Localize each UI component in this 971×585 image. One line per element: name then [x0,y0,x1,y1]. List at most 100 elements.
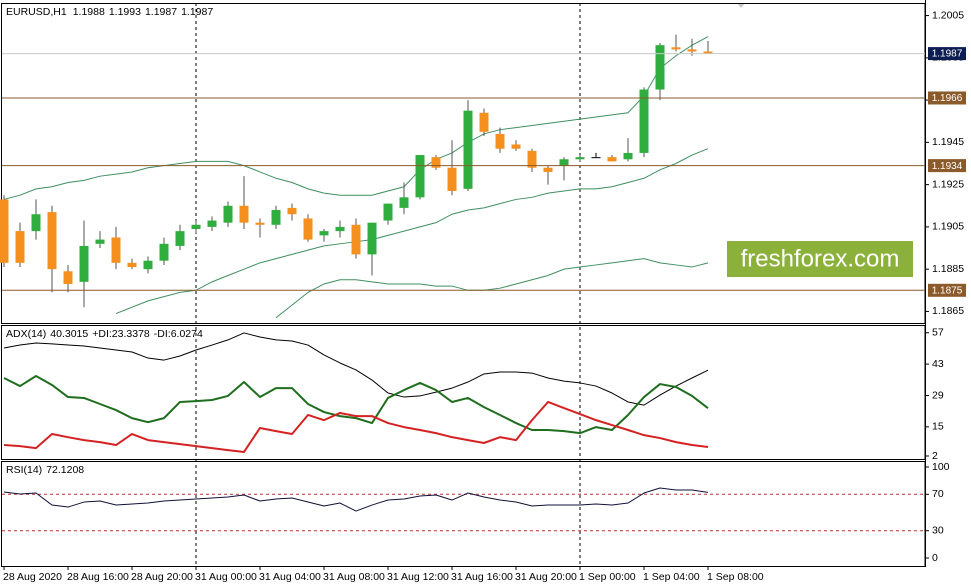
candle-body [95,239,105,244]
candle-body [383,203,393,221]
level-label-box [928,159,966,173]
x-tick-label: 31 Aug 12:00 [387,571,449,583]
candle-body [687,49,697,52]
y-tick-label: 1.1865 [932,305,964,317]
y-tick-label: 57 [932,327,944,339]
chart-title: EURUSD,H1 [6,6,67,18]
x-tick-label: 31 Aug 08:00 [323,571,385,583]
price-label-box [928,47,966,61]
y-tick-label: 70 [932,488,944,500]
ohlc-high: 1.1993 [109,6,141,18]
y-tick-label: 43 [932,358,944,370]
candle-body [351,224,361,255]
candle-body [207,220,217,227]
candle-body [15,231,25,263]
candle-body [399,197,409,208]
level-label: 1.1966 [932,93,963,104]
y-tick-label: 1.1885 [932,263,964,275]
ohlc-low: 1.1987 [145,6,177,18]
x-tick-label: 1 Sep 04:00 [643,571,700,583]
candle-body [527,150,537,168]
candle-body [367,222,377,255]
candle-body [575,157,585,160]
shift-marker [737,3,745,8]
candle-body [431,157,441,168]
candle-body [0,199,9,263]
candle-body [159,243,169,261]
legend-name: +DI: [92,328,112,340]
y-tick-label: 1.1905 [932,221,964,233]
level-label-box [928,91,966,105]
candle-body [143,260,153,270]
candle-body [271,209,281,225]
candle-body [239,205,249,223]
candle-body [223,205,233,223]
x-tick-label: 31 Aug 00:00 [195,571,257,583]
legend-name: ADX(14) [6,328,46,340]
candle-body [127,262,137,268]
legend-value: 23.3378 [112,328,150,340]
price-label: 1.1987 [932,49,963,60]
candle-body [335,226,345,232]
level-label: 1.1934 [932,161,963,172]
candle-body [703,51,713,54]
candle-body [303,218,313,240]
indicator-line [3,487,709,512]
legend-name: RSI(14) [6,464,42,476]
ohlc-close: 1.1987 [181,6,213,18]
watermark-text: freshforex.com [741,245,900,272]
bollinger-band [115,148,709,315]
legend-value: 72.1208 [46,464,84,476]
x-tick-label: 28 Aug 20:00 [131,571,193,583]
candle-body [447,167,457,191]
indicator-line [3,374,709,435]
candle-body [495,133,505,149]
candle-body [623,152,633,160]
candle-body [191,224,201,230]
candle-body [79,245,89,282]
candle-body [639,89,649,153]
x-tick-label: 28 Aug 16:00 [67,571,129,583]
candle-body [63,271,73,284]
candle-body [111,237,121,263]
ohlc-open: 1.1988 [73,6,105,18]
candle-body [511,144,521,149]
candle-body [175,231,185,246]
level-label: 1.1875 [932,285,963,296]
watermark-box [727,241,913,277]
candle-body [543,167,553,172]
y-tick-label: 100 [932,461,950,473]
x-tick-label: 1 Sep 08:00 [707,571,764,583]
x-tick-label: 31 Aug 04:00 [259,571,321,583]
candle-body [47,212,57,270]
bollinger-band [275,258,709,319]
y-tick-label: 0 [932,552,938,564]
y-tick-label: 2 [932,450,938,462]
watermark: freshforex.com [727,241,913,277]
indicator-line [3,332,709,406]
y-tick-label: 15 [932,421,944,433]
legend-name: -DI: [154,328,171,340]
candle-body [319,231,329,236]
level-label-box [928,283,966,297]
bollinger-band [3,36,709,200]
y-tick-label: 1.1925 [932,178,964,190]
candle-body [415,155,425,198]
candle-body [655,45,665,90]
legend-value: 40.3015 [50,328,88,340]
candle-body [287,207,297,215]
x-tick-label: 1 Sep 00:00 [579,571,636,583]
candle-body [671,47,681,50]
x-tick-label: 28 Aug 2020 [3,571,62,583]
candle-body [607,157,617,162]
x-tick-label: 31 Aug 20:00 [515,571,577,583]
y-tick-label: 30 [932,524,944,536]
legend-value: 6.0274 [171,328,203,340]
candle-body [591,157,601,159]
candle-body [463,110,473,189]
candle-body [31,214,41,232]
y-tick-label: 1.2005 [932,9,964,21]
y-tick-label: 1.1945 [932,136,964,148]
